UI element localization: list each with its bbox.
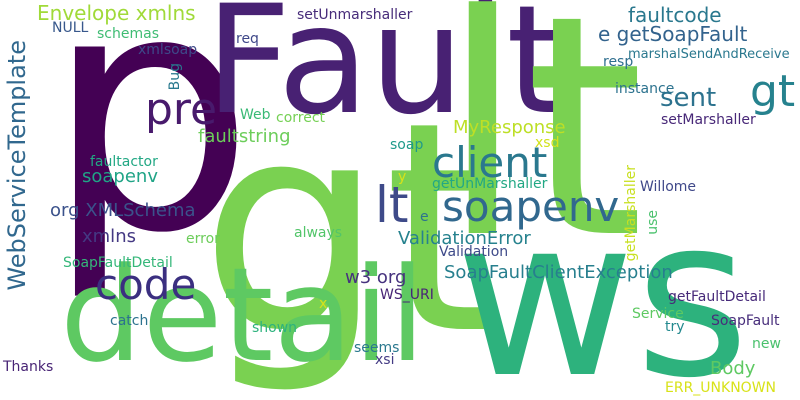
cloud-word: catch (110, 313, 149, 329)
cloud-word: w3 org (345, 267, 407, 288)
cloud-word: setUnmarshaller (297, 7, 413, 23)
cloud-word: Validation (439, 244, 509, 260)
cloud-word: soapenv (442, 182, 620, 231)
cloud-word: ERR_UNKNOWN (665, 380, 777, 396)
cloud-word: gt (200, 61, 498, 398)
cloud-word: xsd (535, 135, 560, 151)
cloud-word: p (45, 0, 255, 305)
cloud-word: instance (615, 81, 675, 97)
cloud-word: Bug (167, 63, 183, 91)
cloud-word: MyResponse (453, 117, 566, 138)
cloud-word: setMarshaller (661, 112, 756, 128)
cloud-word: pre (145, 84, 218, 135)
cloud-word: seems (354, 340, 400, 356)
cloud-word: y (398, 169, 407, 185)
cloud-word: Body (710, 358, 756, 379)
cloud-word: req (236, 31, 259, 47)
cloud-word: detail (60, 239, 426, 391)
cloud-word: client (432, 138, 548, 187)
cloud-word: e getSoapFault (598, 22, 748, 46)
cloud-word: xmlns (82, 226, 136, 247)
cloud-word: getFaultDetail (668, 289, 766, 305)
cloud-word: code (95, 260, 197, 309)
cloud-word: ws (455, 170, 750, 400)
cloud-word: lt (375, 176, 409, 234)
cloud-word: SoapFault (711, 313, 780, 329)
cloud-word: Service (632, 306, 684, 322)
cloud-word: lt (440, 0, 645, 305)
cloud-word: new (752, 336, 781, 352)
cloud-word: ValidationError (398, 228, 531, 249)
cloud-word: gt (750, 66, 796, 117)
cloud-word: soap (390, 137, 424, 153)
cloud-word: getUnMarshaller (432, 176, 548, 192)
cloud-word: x (319, 296, 328, 312)
cloud-word: faultstring (198, 126, 291, 147)
cloud-word: WS_URI (380, 287, 434, 303)
cloud-word: faultcode (628, 3, 722, 27)
cloud-word: soapenv (82, 166, 158, 187)
cloud-word: WebServiceTemplate (3, 40, 31, 291)
cloud-word: SoapFaultDetail (63, 255, 173, 271)
cloud-word: shown (252, 320, 298, 336)
cloud-word: xmlsoap (138, 42, 198, 58)
cloud-word: Fault (205, 0, 565, 148)
cloud-word: schemas (97, 26, 159, 42)
cloud-word: Web (240, 107, 271, 123)
cloud-word: marshalSendAndReceive (628, 47, 790, 62)
cloud-word: use (645, 210, 661, 235)
cloud-word: always (294, 225, 343, 241)
cloud-word: getMarshaller (623, 165, 639, 262)
cloud-word: Envelope xmlns (37, 1, 196, 25)
cloud-word: try (665, 319, 685, 335)
cloud-word: sent (660, 83, 717, 113)
cloud-word: Thanks (3, 359, 54, 375)
cloud-word: e (420, 209, 429, 225)
cloud-word: resp (603, 54, 634, 70)
cloud-word: Willome (640, 179, 697, 195)
cloud-word: NULL (52, 20, 89, 36)
cloud-word: xsi (375, 352, 395, 368)
cloud-word: correct (276, 110, 326, 126)
cloud-word: SoapFaultClientException (444, 262, 673, 283)
cloud-word: org XMLSchema (50, 200, 196, 221)
cloud-word: error (186, 231, 220, 247)
cloud-word: faultactor (90, 154, 158, 170)
